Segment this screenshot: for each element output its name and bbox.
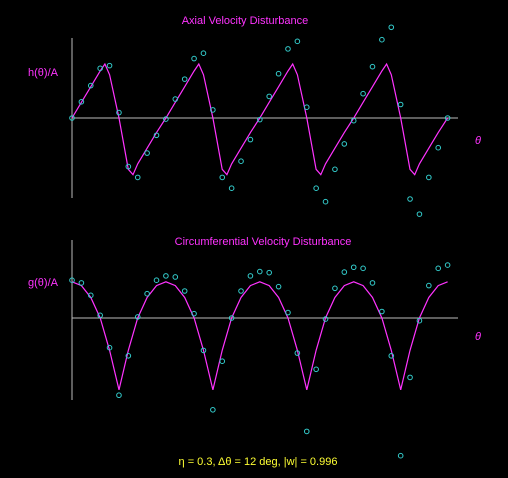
data-point (426, 174, 432, 181)
data-point (172, 96, 179, 102)
data-point (238, 288, 244, 294)
data-point (134, 174, 141, 181)
data-point (106, 62, 113, 69)
data-point (444, 262, 451, 268)
data-point (257, 116, 263, 123)
data-point (153, 277, 160, 284)
caption: η = 0.3, Δθ = 12 deg, |w| = 0.996 (179, 456, 338, 468)
data-point (144, 290, 150, 297)
data-point (172, 274, 179, 280)
data-point (275, 283, 282, 290)
data-point (407, 374, 413, 381)
data-point (106, 344, 113, 351)
data-point (435, 144, 442, 151)
data-point (134, 314, 141, 320)
data-point (257, 268, 263, 275)
data-point (87, 82, 94, 89)
curve (71, 62, 449, 176)
data-point (275, 70, 282, 77)
data-point (78, 280, 85, 286)
y-axis-label: h(θ)/A (28, 67, 59, 79)
chart-title: Circumferential Velocity Disturbance (175, 236, 352, 248)
data-point (69, 115, 75, 121)
data-point (266, 93, 272, 100)
data-point (341, 269, 348, 275)
data-point (181, 288, 188, 294)
data-point (163, 116, 169, 122)
data-point (332, 166, 338, 173)
data-point (285, 46, 291, 52)
data-point (435, 265, 442, 272)
data-point (97, 312, 103, 319)
data-point (407, 196, 413, 202)
data-point (397, 452, 404, 459)
data-point (219, 174, 226, 181)
x-axis-label: θ (475, 331, 481, 343)
data-point (313, 366, 319, 373)
data-point (332, 285, 338, 292)
data-point (116, 392, 122, 399)
data-point (247, 273, 254, 279)
data-point (163, 273, 169, 279)
data-point (313, 185, 319, 191)
data-point (125, 163, 132, 170)
data-point (360, 90, 366, 97)
data-point (116, 109, 122, 116)
data-point (379, 308, 385, 315)
curve (71, 281, 448, 390)
data-point (247, 136, 254, 143)
data-point (210, 407, 216, 413)
data-point (360, 265, 366, 272)
data-point (266, 269, 272, 276)
data-point (322, 198, 329, 205)
data-point (125, 353, 132, 359)
data-point (200, 50, 207, 57)
data-point (350, 264, 357, 271)
data-point (388, 24, 395, 31)
data-point (87, 292, 94, 299)
data-point (191, 55, 197, 62)
x-axis-label: θ (475, 135, 481, 147)
data-point (153, 132, 160, 139)
data-point (303, 428, 310, 435)
data-point (285, 309, 291, 316)
data-point (341, 141, 348, 147)
data-point (379, 36, 385, 43)
data-point (388, 353, 395, 359)
data-point (191, 310, 197, 317)
data-point (369, 280, 376, 286)
data-point (228, 185, 235, 191)
data-point (322, 316, 329, 322)
data-point (69, 277, 75, 284)
data-point (181, 76, 188, 82)
data-point (210, 107, 216, 113)
y-axis-label: g(θ)/A (28, 277, 59, 289)
data-point (294, 38, 301, 45)
data-point (350, 117, 357, 124)
data-point (78, 99, 85, 105)
data-point (426, 282, 432, 289)
data-point (416, 317, 423, 324)
chart-title: Axial Velocity Disturbance (182, 15, 309, 27)
data-point (416, 211, 423, 217)
data-point (238, 158, 244, 164)
data-point (144, 150, 150, 156)
data-point (397, 101, 404, 108)
data-point (200, 347, 207, 354)
data-point (303, 104, 310, 110)
data-point (219, 358, 226, 365)
data-point (228, 315, 235, 321)
data-point (369, 63, 376, 70)
data-point (444, 115, 451, 121)
data-point (97, 65, 103, 72)
data-point (294, 350, 301, 356)
